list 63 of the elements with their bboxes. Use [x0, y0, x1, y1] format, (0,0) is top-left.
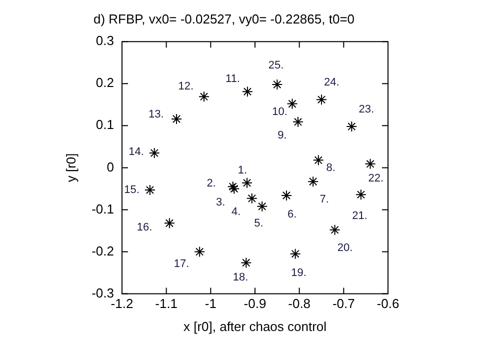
- annotation: 24.: [324, 76, 340, 89]
- y-axis-title: y [r0]: [63, 153, 78, 182]
- point: [256, 200, 268, 212]
- annotation: 19.: [291, 267, 306, 280]
- point: [280, 190, 292, 201]
- y-tick-label: 0: [106, 159, 114, 174]
- point: [148, 147, 160, 158]
- annotation: 18.: [232, 271, 248, 284]
- annotation: 16.: [136, 222, 152, 234]
- point: [240, 257, 252, 268]
- point: [355, 189, 366, 200]
- y-tick-label: -0.1: [92, 201, 114, 216]
- annotation: 9.: [278, 130, 287, 142]
- point: [242, 86, 253, 98]
- point: [164, 218, 175, 229]
- annotation: 6.: [288, 208, 297, 221]
- x-tick-label: -0.8: [288, 296, 311, 312]
- point: [246, 192, 258, 204]
- point: [286, 98, 298, 110]
- x-tick-label: -0.7: [332, 296, 355, 312]
- x-axis-title: x [r0], after chaos control: [183, 318, 327, 334]
- point: [292, 116, 304, 128]
- point: [364, 158, 376, 170]
- point: [198, 91, 210, 102]
- x-tick-label: -0.9: [244, 296, 266, 312]
- y-tick-label: 0.2: [96, 75, 114, 90]
- x-tick-label: -0.6: [376, 296, 400, 312]
- y-tick-label: -0.2: [92, 243, 114, 258]
- point: [272, 78, 283, 90]
- point: [308, 176, 319, 188]
- annotation: 17.: [174, 258, 190, 270]
- annotation: 25.: [268, 59, 284, 72]
- point: [329, 224, 340, 236]
- point: [316, 94, 327, 106]
- annotation: 8.: [326, 162, 336, 174]
- annotation: 13.: [148, 108, 164, 120]
- point: [242, 177, 253, 188]
- annotation: 12.: [178, 80, 194, 93]
- point: [171, 113, 182, 124]
- x-tick-label: -1: [204, 296, 216, 312]
- annotation: 15.: [124, 184, 140, 196]
- point: [312, 154, 324, 166]
- annotation: 4.: [231, 206, 241, 218]
- y-tick-label: 0.3: [96, 33, 114, 48]
- annotation: 5.: [254, 217, 264, 230]
- annotation: 20.: [337, 242, 353, 254]
- annotation: 11.: [226, 73, 240, 86]
- annotation: 7.: [320, 194, 329, 206]
- annotation: 10.: [272, 106, 288, 118]
- point: [194, 246, 206, 258]
- y-tick-label: 0.1: [96, 117, 114, 132]
- annotation: 1.: [238, 164, 248, 176]
- annotation: 22.: [368, 172, 384, 185]
- x-tick-label: -1.1: [155, 296, 178, 312]
- annotation: 3.: [216, 196, 226, 208]
- annotation: 14.: [128, 146, 144, 158]
- annotation: 23.: [358, 104, 374, 116]
- point: [346, 121, 358, 132]
- annotation: 2.: [206, 177, 216, 190]
- annotation: 21.: [352, 210, 368, 222]
- point: [144, 184, 156, 196]
- chart-title: d) RFBP, vx0= -0.02527, vy0= -0.22865, t0=0: [93, 11, 355, 26]
- point: [290, 248, 301, 260]
